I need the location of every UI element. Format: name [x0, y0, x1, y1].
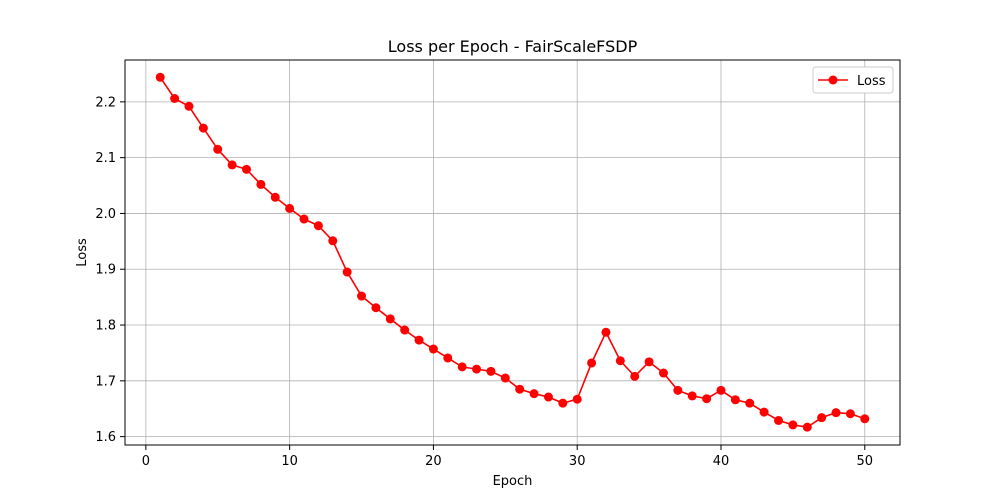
data-point — [472, 364, 482, 374]
data-point — [242, 164, 251, 174]
data-point — [342, 267, 352, 277]
y-tick-label: 2.1 — [95, 151, 116, 166]
data-point — [759, 407, 769, 417]
legend-marker-loss — [828, 75, 838, 85]
data-point — [529, 389, 539, 399]
data-point — [802, 422, 812, 432]
legend-label-loss: Loss — [857, 74, 886, 89]
data-point — [428, 344, 438, 354]
data-point — [357, 291, 367, 301]
data-point — [687, 391, 697, 401]
data-point — [845, 409, 855, 419]
data-point — [256, 179, 266, 189]
data-point — [788, 420, 798, 430]
data-point — [831, 408, 841, 418]
data-point — [385, 314, 395, 324]
legend: Loss — [812, 66, 894, 94]
data-point — [860, 414, 870, 424]
data-point — [745, 398, 755, 408]
data-point — [155, 72, 165, 82]
data-point — [572, 394, 582, 404]
data-point — [716, 385, 726, 395]
data-point — [515, 384, 525, 394]
x-tick-label: 0 — [142, 454, 150, 469]
y-tick-label: 1.9 — [95, 263, 116, 278]
ticks: 0 10 20 30 40 50 1.6 1.7 1.8 1.9 2.0 2.1 2.2 — [95, 95, 873, 469]
data-point — [486, 366, 496, 376]
data-point — [443, 353, 453, 363]
data-point — [774, 415, 783, 425]
data-point — [587, 358, 597, 368]
y-tick-label: 2.2 — [95, 95, 116, 110]
data-point — [371, 303, 381, 313]
y-tick-label: 1.8 — [95, 319, 116, 334]
data-point — [673, 385, 683, 395]
x-tick-label: 20 — [425, 454, 442, 469]
y-tick-label: 1.7 — [95, 374, 116, 389]
data-point — [817, 413, 827, 423]
data-point — [227, 160, 237, 170]
chart-title: Loss per Epoch - FairScaleFSDP — [388, 37, 638, 56]
legend-box — [812, 66, 894, 94]
data-point — [500, 373, 510, 383]
data-point — [543, 392, 553, 402]
data-point — [400, 325, 410, 335]
data-point — [270, 192, 280, 202]
data-point — [630, 371, 640, 381]
data-point — [558, 398, 568, 408]
x-axis-label: Epoch — [493, 474, 533, 489]
data-point — [730, 395, 740, 405]
data-point — [313, 221, 323, 231]
x-tick-label: 10 — [281, 454, 298, 469]
data-point — [615, 356, 625, 366]
x-tick-label: 50 — [856, 454, 873, 469]
x-tick-label: 40 — [713, 454, 730, 469]
y-axis-label: Loss — [75, 238, 90, 267]
data-point — [644, 357, 654, 367]
data-point — [328, 236, 338, 246]
data-point — [702, 394, 712, 404]
plot-area-frame — [124, 59, 901, 446]
data-point — [457, 362, 467, 372]
y-tick-label: 2.0 — [95, 207, 116, 222]
data-point — [658, 368, 668, 378]
data-point — [601, 327, 611, 337]
data-point — [184, 101, 194, 111]
data-point — [170, 94, 180, 103]
data-point — [198, 123, 208, 133]
series-layer — [155, 72, 870, 432]
data-point — [414, 335, 424, 345]
x-tick-label: 30 — [569, 454, 586, 469]
data-point — [299, 214, 309, 224]
y-tick-label: 1.6 — [95, 430, 116, 445]
data-point — [285, 203, 295, 213]
grid — [125, 60, 900, 445]
data-point — [213, 144, 223, 154]
